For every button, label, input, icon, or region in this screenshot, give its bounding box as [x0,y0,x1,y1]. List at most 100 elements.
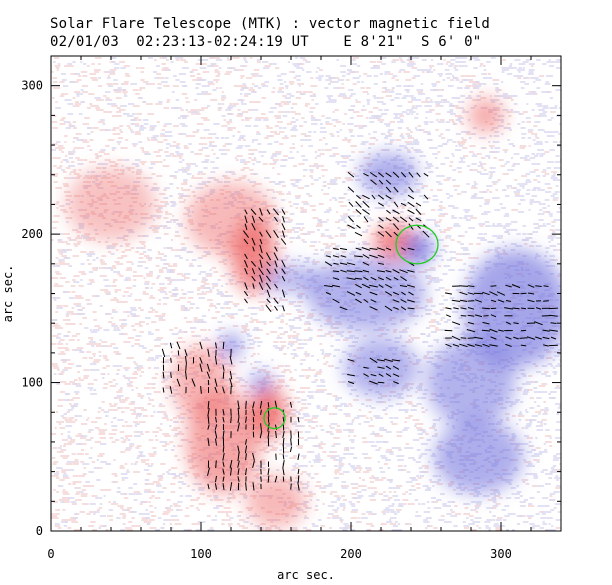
vector-mark [466,329,476,333]
vector-mark [460,337,467,339]
vector-mark [378,179,384,185]
vector-mark [229,378,233,388]
vector-mark [362,194,370,200]
vector-mark [290,483,292,490]
vector-mark [265,252,272,261]
vector-mark [347,172,355,178]
vector-mark [505,343,512,347]
vector-mark [400,202,407,207]
vector-mark [265,230,272,239]
vector-mark [459,285,468,287]
vector-mark [252,246,255,252]
vector-mark [250,208,257,216]
vector-mark [354,231,363,237]
vector-mark [237,452,240,462]
vector-mark [489,344,498,347]
vector-mark [237,422,240,432]
vector-mark [376,270,386,273]
vector-mark [325,255,332,258]
vector-mark [275,430,277,439]
vector-mark [505,321,512,325]
vector-mark [207,348,210,357]
x-tick-label: 0 [47,547,54,561]
vector-mark [267,468,270,475]
vector-mark [363,298,369,303]
vector-mark [273,252,279,261]
vector-mark [346,291,356,296]
vector-mark [185,356,187,365]
vector-mark [408,171,414,178]
vector-mark [377,172,385,178]
vector-mark [297,482,300,491]
vector-mark [297,416,300,423]
vector-mark [393,201,399,208]
vector-mark [460,307,467,310]
vector-mark [282,430,285,439]
positive-region-3 [246,474,306,529]
vector-mark [423,194,429,200]
vector-mark [332,298,340,304]
vector-mark [407,209,415,215]
vector-mark [415,217,422,222]
vector-mark [207,483,210,490]
vector-mark [252,283,255,289]
vector-mark [361,283,371,289]
vector-mark [229,459,233,469]
vector-mark [378,277,384,281]
vector-mark [392,216,400,222]
vector-mark [452,344,460,347]
vector-mark [498,329,504,332]
vector-mark [355,291,362,296]
vector-mark [370,374,377,377]
vector-mark [392,373,400,377]
vector-mark [282,468,285,476]
vector-mark [266,268,271,275]
vector-mark [222,409,225,416]
vector-mark [251,237,256,246]
vector-mark [222,461,225,467]
vector-mark [369,357,378,364]
vector-mark [385,194,392,200]
vector-mark [542,329,550,332]
vector-mark [237,460,240,468]
vector-mark [348,201,354,208]
vector-mark [377,359,385,362]
vector-mark [325,292,332,295]
vector-mark [407,307,415,310]
vector-mark [377,262,385,265]
x-axis-label: arc sec. [277,568,335,582]
vector-mark [369,254,378,259]
vector-mark [214,378,218,387]
vector-mark [176,341,181,350]
vector-mark [214,483,218,490]
vector-mark [489,328,498,333]
vector-mark [385,270,392,273]
vector-mark [347,374,355,377]
vector-mark [229,482,233,491]
vector-mark [370,299,377,303]
vector-mark [377,231,385,237]
vector-mark [274,283,278,289]
vector-mark [207,467,210,476]
vector-mark [222,371,225,379]
vector-mark [244,215,248,224]
vector-mark [200,386,202,394]
vector-mark [260,423,262,431]
vector-mark [550,336,557,340]
positive-region-7 [468,97,504,134]
vector-mark [482,321,490,325]
negative-region-7 [220,333,242,358]
vector-cluster-1 [161,341,233,395]
vector-mark [393,186,399,193]
vector-mark [162,371,165,379]
vector-mark [362,269,370,273]
vector-mark [407,247,415,251]
vector-mark [281,289,286,298]
vector-mark [408,186,414,193]
vector-mark [355,283,362,289]
vector-mark [356,194,361,200]
vector-mark [222,468,225,475]
vector-mark [369,306,378,311]
vector-mark [459,291,468,296]
vector-mark [542,336,550,340]
